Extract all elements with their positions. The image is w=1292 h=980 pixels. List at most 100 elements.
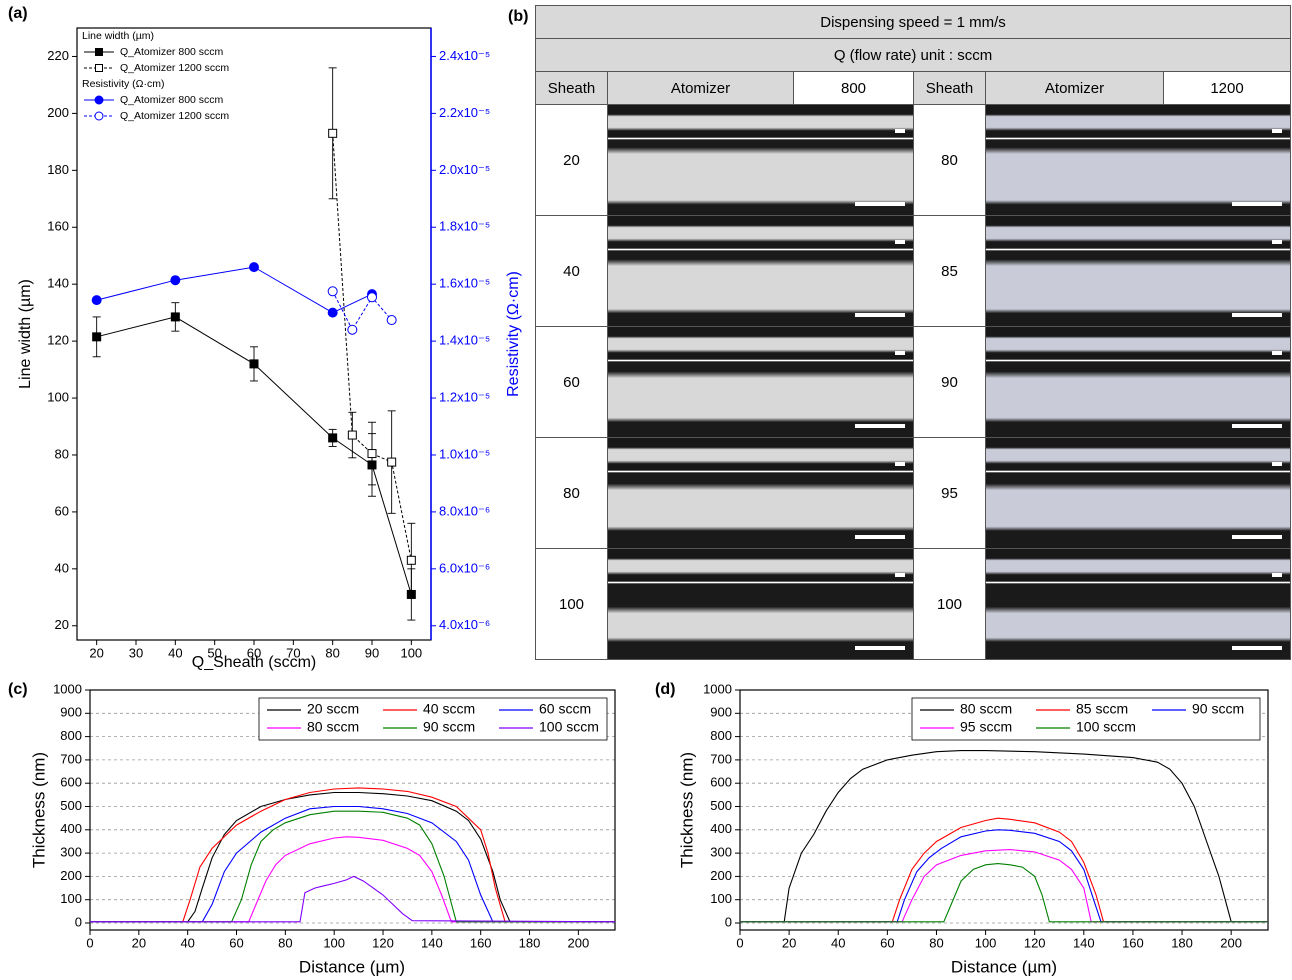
x-tick-label: 160 [470,935,492,950]
data-point [249,262,259,273]
data-point [327,286,338,297]
y-tick-label: 500 [60,798,82,813]
legend-label: 80 sccm [960,701,1012,717]
scale-bar [855,201,905,206]
data-point [367,449,377,459]
x-tick-label: 60 [229,935,243,950]
panel-label: (b) [508,8,529,25]
scale-bar [1232,312,1283,317]
x-tick-label: 80 [325,645,339,660]
x-tick-label: 180 [1171,935,1193,950]
x-tick-label: 140 [421,935,443,950]
data-point [387,457,397,467]
legend-marker [95,48,103,56]
y-tick-label: 700 [60,751,82,766]
data-point [347,430,357,440]
y-tick-label: 500 [710,798,732,813]
scale-bar [1272,129,1283,134]
y2-tick-label: 1.6x10⁻⁵ [439,276,490,291]
column-header: 1200 [1162,71,1292,105]
scale-bar [855,534,905,539]
y2-tick-label: 2.4x10⁻⁵ [439,48,490,63]
panel-label: (d) [655,681,675,698]
data-point [170,312,180,322]
x-tick-label: 60 [880,935,894,950]
x-tick-label: 100 [323,935,345,950]
scale-bar [895,129,905,134]
x-tick-label: 100 [975,935,997,950]
series-line [90,875,616,923]
legend-label: Q_Atomizer 1200 sccm [120,62,229,74]
series-line [90,787,615,923]
y2-tick-label: 1.0x10⁻⁵ [439,446,490,461]
x-tick-label: 180 [519,935,541,950]
scale-bar [1232,534,1283,539]
legend-label: 60 sccm [539,701,591,717]
legend-box [911,697,1261,741]
y-tick-label: 400 [60,821,82,836]
data-point [328,128,338,138]
y2-tick-label: 1.4x10⁻⁵ [439,333,490,348]
y-tick-label: 80 [55,446,69,461]
y-tick-label: 200 [710,868,732,883]
x-tick-label: 90 [365,645,379,660]
sheath-value: 85 [913,215,986,327]
series-line [740,863,1268,923]
y-tick-label: 600 [710,775,732,790]
x-tick-label: 20 [132,935,146,950]
column-header: Atomizer [607,71,794,105]
sheath-value: 60 [535,326,608,438]
y-tick-label: 300 [710,845,732,860]
micrograph [607,215,914,327]
sheath-value: 80 [535,437,608,549]
micrograph [607,326,914,438]
y-tick-label: 0 [725,914,732,929]
micrograph [607,437,914,549]
y2-tick-label: 8.0x10⁻⁶ [439,503,490,518]
series-line [90,791,615,923]
x-tick-label: 70 [286,645,300,660]
y-axis-label: Thickness (nm) [29,752,48,868]
x-tick-label: 140 [1073,935,1095,950]
x-tick-label: 0 [86,935,93,950]
data-point [367,292,377,303]
y-tick-label: 180 [47,162,69,177]
legend-marker [95,64,103,72]
y-tick-label: 140 [47,276,69,291]
y-tick-label: 40 [55,560,69,575]
legend-label: 90 sccm [423,719,475,735]
y-axis-label: Thickness (nm) [677,752,696,868]
y-tick-label: 120 [47,333,69,348]
data-point [92,332,102,342]
micrograph [984,437,1292,549]
series-line [90,810,615,923]
micrograph [984,215,1292,327]
sheath-value: 95 [913,437,986,549]
scale-bar [855,423,905,428]
data-point [170,275,181,286]
y2-axis-label: Resistivity (Ω·cm) [505,271,522,397]
scale-bar [895,351,905,356]
x-tick-label: 0 [736,935,743,950]
x-tick-label: 120 [372,935,394,950]
sheath-value: 100 [913,548,986,660]
series-line [740,750,1268,923]
series-line [332,291,393,331]
scale-bar [855,645,905,650]
legend-marker [94,111,104,121]
scale-bar [1272,573,1283,578]
x-axis-label: Distance (µm) [951,957,1057,976]
micrograph [607,104,914,216]
y-tick-label: 400 [710,821,732,836]
y2-tick-label: 2.2x10⁻⁵ [439,105,490,120]
y-tick-label: 1000 [703,681,732,696]
legend-label: 95 sccm [960,719,1012,735]
x-tick-label: 40 [831,935,845,950]
data-point [91,295,102,306]
y-tick-label: 20 [55,617,69,632]
y-tick-label: 300 [60,845,82,860]
x-tick-label: 100 [400,645,422,660]
legend-label: Q_Atomizer 800 sccm [120,94,224,106]
sheath-value: 20 [535,104,608,216]
